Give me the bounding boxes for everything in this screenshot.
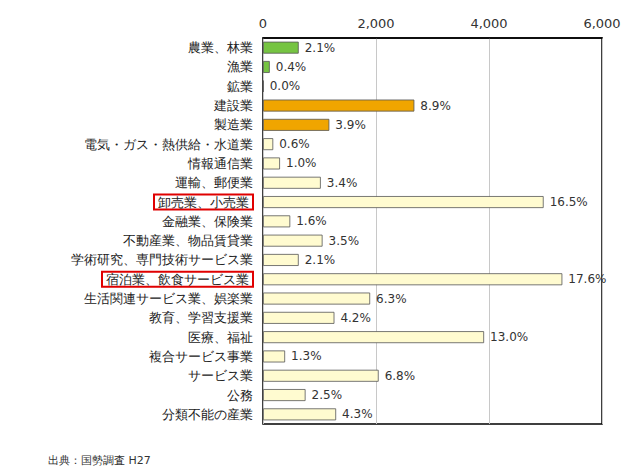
svg-text:卸売業、小売業: 卸売業、小売業 xyxy=(158,195,249,210)
svg-text:漁業: 漁業 xyxy=(227,59,253,74)
svg-text:2.1%: 2.1% xyxy=(305,41,336,55)
svg-text:0.0%: 0.0% xyxy=(270,79,301,93)
svg-text:医療、福祉: 医療、福祉 xyxy=(188,330,253,345)
svg-text:宿泊業、飲食サービス業: 宿泊業、飲食サービス業 xyxy=(106,272,249,287)
svg-text:不動産業、物品賃貸業: 不動産業、物品賃貸業 xyxy=(123,233,253,248)
svg-text:1.3%: 1.3% xyxy=(291,349,322,363)
svg-text:教育、学習支援業: 教育、学習支援業 xyxy=(149,310,253,325)
svg-text:3.4%: 3.4% xyxy=(327,176,358,190)
svg-text:2,000: 2,000 xyxy=(357,16,394,31)
svg-text:16.5%: 16.5% xyxy=(550,195,588,209)
svg-text:6.3%: 6.3% xyxy=(376,292,407,306)
svg-text:1.6%: 1.6% xyxy=(296,214,327,228)
svg-text:3.9%: 3.9% xyxy=(335,118,366,132)
svg-text:学術研究、専門技術サービス業: 学術研究、専門技術サービス業 xyxy=(71,252,253,267)
svg-text:0: 0 xyxy=(259,16,267,31)
svg-text:サービス業: サービス業 xyxy=(188,368,253,383)
svg-text:出典：国勢調査 H27: 出典：国勢調査 H27 xyxy=(48,454,151,467)
svg-text:2.5%: 2.5% xyxy=(312,388,343,402)
svg-text:生活関連サービス業、娯楽業: 生活関連サービス業、娯楽業 xyxy=(84,291,253,306)
svg-text:分類不能の産業: 分類不能の産業 xyxy=(162,407,253,422)
svg-text:4.2%: 4.2% xyxy=(340,311,371,325)
svg-text:0.4%: 0.4% xyxy=(276,60,307,74)
svg-text:6,000: 6,000 xyxy=(583,16,620,31)
svg-text:13.0%: 13.0% xyxy=(490,330,528,344)
svg-text:6.8%: 6.8% xyxy=(385,369,416,383)
svg-text:17.6%: 17.6% xyxy=(568,272,606,286)
svg-text:4.3%: 4.3% xyxy=(342,407,373,421)
svg-text:電気・ガス・熱供給・水道業: 電気・ガス・熱供給・水道業 xyxy=(84,137,253,152)
svg-text:0.6%: 0.6% xyxy=(279,137,310,151)
svg-text:公務: 公務 xyxy=(227,388,253,403)
svg-text:金融業、保険業: 金融業、保険業 xyxy=(162,214,253,229)
svg-text:複合サービス事業: 複合サービス事業 xyxy=(149,349,253,364)
svg-text:運輸、郵便業: 運輸、郵便業 xyxy=(175,175,253,190)
svg-text:建設業: 建設業 xyxy=(213,98,253,113)
svg-text:1.0%: 1.0% xyxy=(286,156,317,170)
svg-text:4,000: 4,000 xyxy=(470,16,507,31)
svg-text:鉱業: 鉱業 xyxy=(227,79,253,94)
svg-text:3.5%: 3.5% xyxy=(329,234,360,248)
svg-text:製造業: 製造業 xyxy=(214,117,253,132)
svg-text:8.9%: 8.9% xyxy=(420,99,451,113)
svg-text:情報通信業: 情報通信業 xyxy=(187,156,253,171)
svg-text:農業、林業: 農業、林業 xyxy=(188,40,253,55)
svg-text:2.1%: 2.1% xyxy=(305,253,336,267)
